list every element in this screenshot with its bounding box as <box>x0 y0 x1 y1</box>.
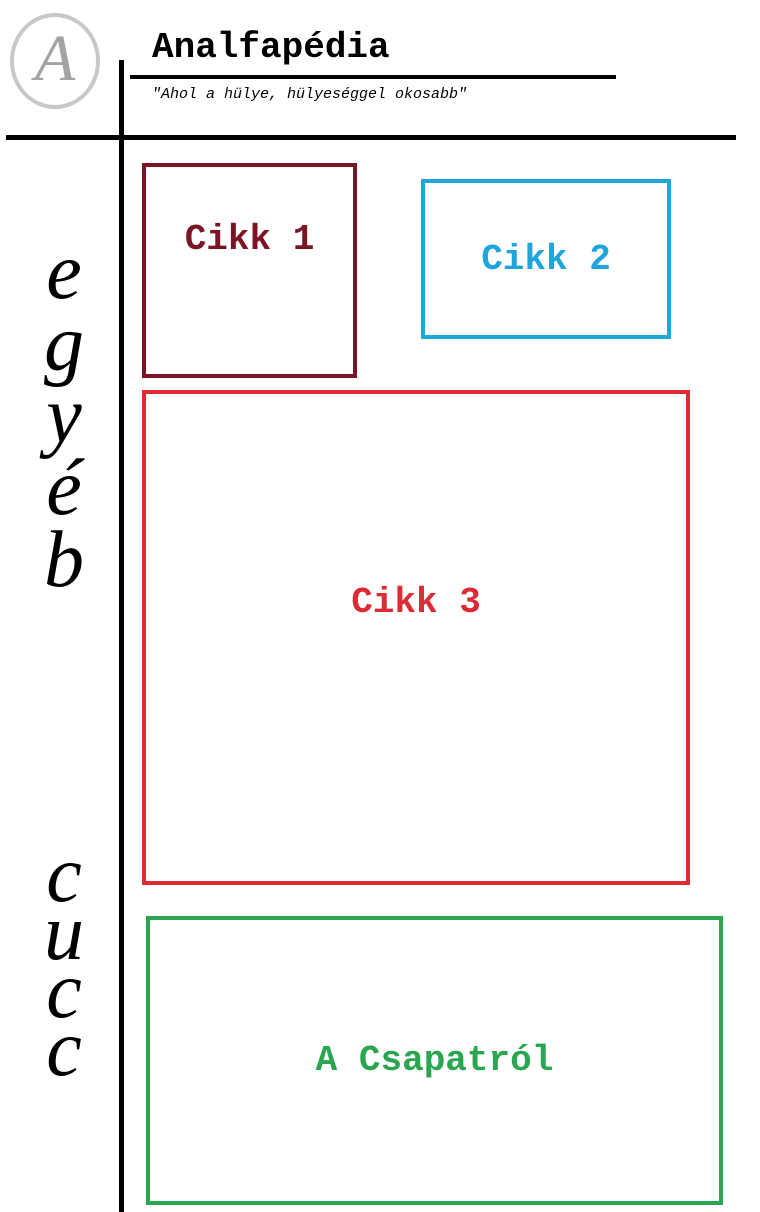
article-card-1[interactable]: Cikk 1 <box>142 163 357 378</box>
title-underline <box>130 75 616 79</box>
site-title[interactable]: Analfapédia <box>152 27 390 68</box>
article-card-3[interactable]: Cikk 3 <box>142 390 690 885</box>
sidebar-letter: b <box>44 516 84 604</box>
sidebar-letter: c <box>46 947 82 1035</box>
sidebar-letter: c <box>46 1005 82 1093</box>
header-divider <box>6 135 736 140</box>
sidebar-letter: é <box>46 444 82 532</box>
sidebar-letter: y <box>46 372 82 460</box>
logo-letter: A <box>34 22 76 95</box>
sidebar-word-egyeb[interactable]: e g y é b <box>16 228 112 604</box>
sidebar-word-cucc[interactable]: c u c c <box>16 831 112 1093</box>
sidebar-divider <box>119 60 124 1212</box>
site-slogan: "Ahol a hülye, hülyeséggel okosabb" <box>152 86 468 103</box>
sidebar-letter: u <box>44 889 84 977</box>
about-team-label: A Csapatról <box>315 1040 554 1081</box>
sidebar-letter: c <box>46 831 82 919</box>
article-card-label: Cikk 2 <box>481 238 611 280</box>
article-card-label: Cikk 3 <box>351 582 481 623</box>
sidebar-letter: g <box>44 300 84 388</box>
site-logo[interactable]: A <box>10 13 100 109</box>
article-card-label: Cikk 1 <box>184 219 315 260</box>
article-card-2[interactable]: Cikk 2 <box>421 179 671 339</box>
sidebar-letter: e <box>46 228 82 316</box>
about-team-card[interactable]: A Csapatról <box>146 916 723 1205</box>
